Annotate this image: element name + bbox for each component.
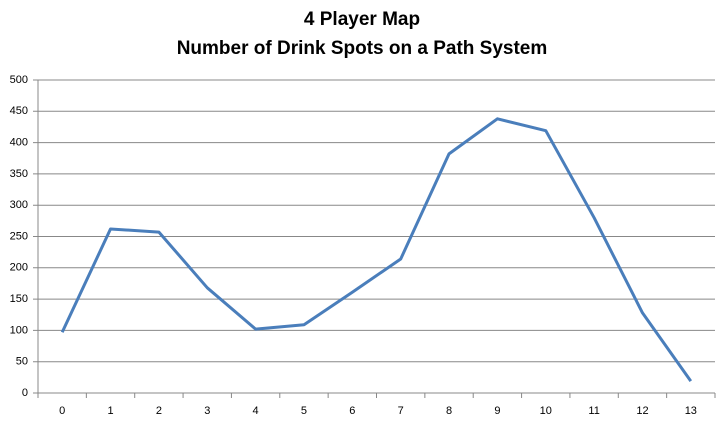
y-tick-label: 0 xyxy=(22,387,28,399)
x-tick-label: 3 xyxy=(204,405,210,417)
x-tick-label: 13 xyxy=(685,405,697,417)
y-tick-label: 300 xyxy=(10,199,28,211)
x-tick-label: 10 xyxy=(540,405,552,417)
y-tick-label: 150 xyxy=(10,293,28,305)
y-tick-label: 200 xyxy=(10,262,28,274)
x-tick-label: 11 xyxy=(588,405,599,417)
x-tick-label: 8 xyxy=(446,405,452,417)
x-tick-label: 6 xyxy=(349,405,355,417)
y-tick-label: 350 xyxy=(10,168,28,180)
y-tick-label: 100 xyxy=(10,324,28,336)
y-tick-label: 400 xyxy=(10,137,28,149)
x-tick-label: 9 xyxy=(494,405,500,417)
x-tick-label: 2 xyxy=(156,405,162,417)
y-tick-label: 50 xyxy=(16,356,28,368)
chart-title: 4 Player Map xyxy=(304,9,420,30)
data-line xyxy=(60,117,693,382)
y-tick-label: 500 xyxy=(10,74,28,86)
y-tick-label: 250 xyxy=(10,230,28,242)
chart-subtitle: Number of Drink Spots on a Path System xyxy=(177,38,548,59)
x-tick-label: 4 xyxy=(253,405,259,417)
x-tick-label: 12 xyxy=(636,405,648,417)
x-tick-label: 7 xyxy=(398,405,404,417)
x-tick-label: 5 xyxy=(301,405,307,417)
y-tick-label: 450 xyxy=(10,105,28,117)
x-tick-label: 1 xyxy=(107,405,113,417)
x-tick-label: 0 xyxy=(59,405,65,417)
